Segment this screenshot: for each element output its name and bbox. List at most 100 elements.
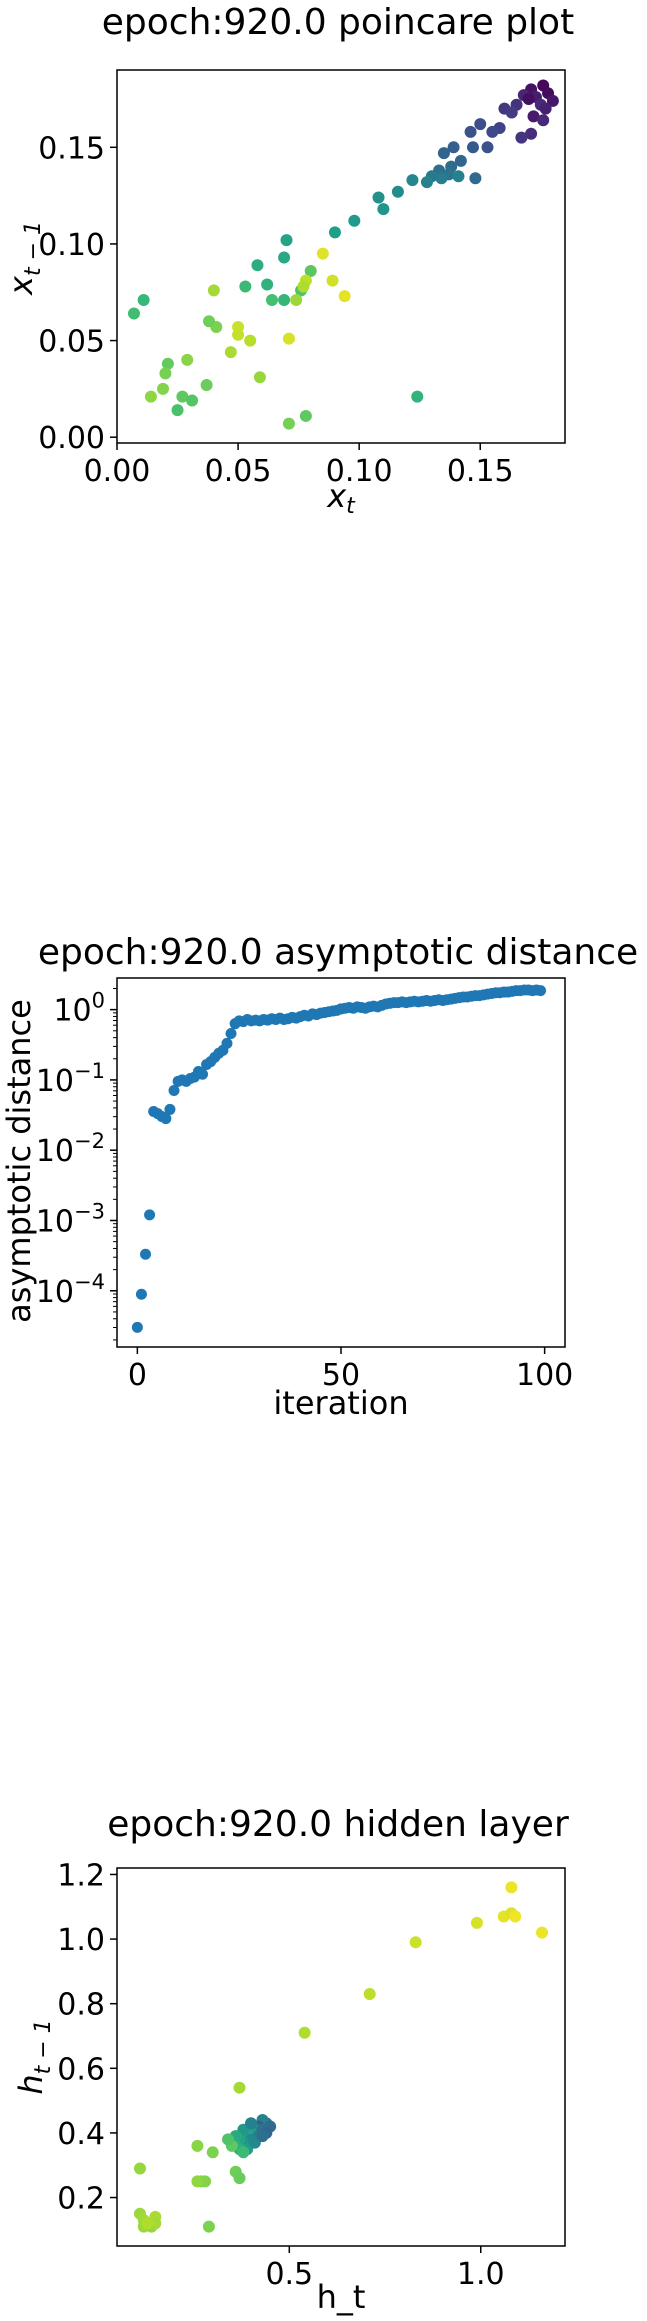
poincare-point	[474, 118, 487, 131]
poincare-ytick-label: 0.10	[38, 228, 105, 263]
asymptotic-point	[144, 1209, 156, 1221]
poincare-point	[176, 390, 189, 403]
poincare-point	[411, 390, 424, 403]
poincare-point	[265, 293, 278, 306]
asymptotic-ytick-label: 10−4	[36, 1270, 105, 1310]
poincare-point	[290, 293, 303, 306]
poincare-point	[328, 226, 341, 239]
poincare-x-ticks: 0.00 0.05 0.10 0.15	[84, 443, 514, 489]
hidden-point	[470, 1916, 483, 1929]
poincare-point	[280, 234, 293, 247]
hidden-point	[237, 2146, 250, 2159]
poincare-point	[505, 106, 518, 119]
hidden-point	[245, 2117, 258, 2130]
hidden-ytick-label: 1.0	[57, 1923, 105, 1958]
poincare-point	[127, 307, 140, 320]
hidden-point	[133, 2162, 146, 2175]
poincare-point	[454, 154, 467, 167]
asymptotic-xtick-label: 50	[322, 1358, 360, 1393]
poincare-point	[299, 409, 312, 422]
poincare-point	[316, 247, 329, 260]
poincare-point	[537, 114, 550, 127]
poincare-point	[464, 125, 477, 138]
poincare-point	[546, 94, 559, 107]
hidden-point	[409, 1936, 422, 1949]
poincare-point	[232, 328, 245, 341]
asymptotic-point	[164, 1103, 176, 1115]
poincare-point	[278, 293, 291, 306]
hidden-point	[233, 2172, 246, 2185]
poincare-point	[466, 141, 479, 154]
asymptotic-y-ticks: 10−4 10−3 10−2 10−1 100	[36, 987, 117, 1341]
poincare-xtick-label: 0.10	[326, 454, 393, 489]
hidden-ytick-label: 1.2	[57, 1858, 105, 1893]
poincare-point	[282, 417, 295, 430]
poincare-point	[515, 131, 528, 144]
hidden-point	[141, 2217, 154, 2230]
poincare-point	[278, 251, 291, 264]
hidden-points-layer	[133, 1881, 549, 2233]
hidden-ytick-label: 0.4	[57, 2117, 105, 2152]
poincare-point	[391, 185, 404, 198]
hidden-y-ticks: 0.2 0.4 0.6 0.8 1.0 1.2	[57, 1858, 117, 2217]
hidden-point	[233, 2081, 246, 2094]
poincare-point	[239, 280, 252, 293]
poincare-plot-axes-frame	[116, 69, 566, 444]
poincare-point	[171, 404, 184, 417]
poincare-point	[159, 367, 172, 380]
asymptotic-distance-panel: epoch:920.0 asymptotic distance 0 50 100 1…	[0, 932, 638, 1422]
poincare-point	[525, 127, 538, 140]
poincare-point	[144, 390, 157, 403]
poincare-xtick-label: 0.05	[205, 454, 272, 489]
poincare-point	[207, 284, 220, 297]
poincare-point	[157, 382, 170, 395]
poincare-point	[161, 357, 174, 370]
asymptotic-point	[197, 1068, 209, 1080]
asymptotic-point	[221, 1037, 233, 1049]
poincare-point	[282, 332, 295, 345]
poincare-y-ticks: 0.00 0.05 0.10 0.15	[38, 131, 117, 456]
poincare-point	[452, 170, 465, 183]
hidden-point	[256, 2130, 269, 2143]
hidden-point	[191, 2139, 204, 2152]
hidden-point	[536, 1926, 549, 1939]
hidden-point	[509, 1910, 522, 1923]
asymptotic-ytick-label: 10−3	[36, 1199, 105, 1239]
hidden-ylabel: ht − 1	[12, 2019, 56, 2094]
asymptotic-point	[225, 1028, 237, 1040]
poincare-point	[244, 334, 257, 347]
poincare-point	[297, 280, 310, 293]
asymptotic-distance-title: epoch:920.0 asymptotic distance	[38, 932, 638, 973]
hidden-point	[206, 2146, 219, 2159]
poincare-point	[377, 203, 390, 216]
asymptotic-ylabel: asymptotic distance	[0, 999, 38, 1323]
poincare-point	[539, 102, 552, 115]
poincare-point	[224, 346, 237, 359]
poincare-point	[261, 278, 274, 291]
asymptotic-point	[168, 1084, 180, 1096]
poincare-ytick-label: 0.00	[38, 421, 105, 456]
hidden-point	[298, 2026, 311, 2039]
asymptotic-point	[135, 1288, 147, 1300]
poincare-point	[304, 264, 317, 277]
poincare-point	[200, 379, 213, 392]
poincare-ytick-label: 0.05	[38, 325, 105, 360]
poincare-point	[469, 172, 482, 185]
poincare-point	[186, 394, 199, 407]
asymptotic-point	[140, 1248, 152, 1260]
poincare-plot-title: epoch:920.0 poincare plot	[102, 2, 574, 43]
asymptotic-ytick-label: 10−2	[36, 1129, 105, 1169]
poincare-point	[486, 125, 499, 138]
poincare-point	[181, 353, 194, 366]
hidden-point	[363, 1988, 376, 2000]
hidden-xlabel: h_t	[317, 2278, 366, 2316]
poincare-point	[406, 174, 419, 187]
asymptotic-xtick-label: 0	[128, 1358, 147, 1393]
asymptotic-ytick-label: 100	[53, 989, 105, 1029]
poincare-point	[447, 141, 460, 154]
hidden-point	[505, 1881, 518, 1894]
poincare-point	[253, 371, 266, 384]
poincare-point	[348, 214, 361, 227]
hidden-ytick-label: 0.2	[57, 2182, 105, 2217]
asymptotic-point	[535, 985, 547, 997]
